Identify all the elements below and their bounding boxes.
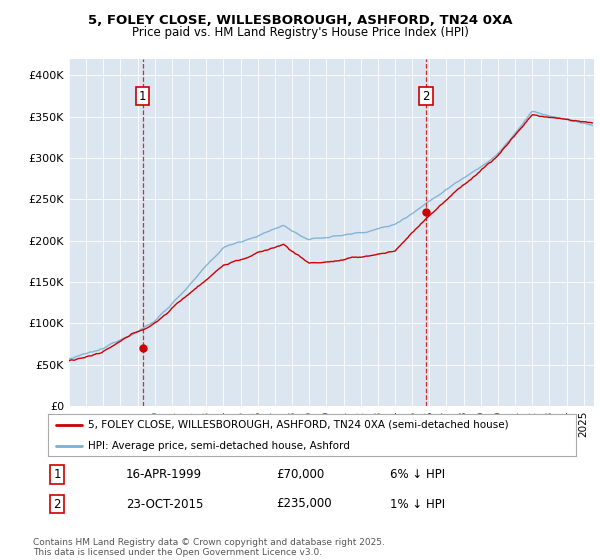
Text: 6% ↓ HPI: 6% ↓ HPI <box>390 468 445 482</box>
Text: 1: 1 <box>139 90 146 102</box>
Text: 23-OCT-2015: 23-OCT-2015 <box>126 497 203 511</box>
Text: Contains HM Land Registry data © Crown copyright and database right 2025.
This d: Contains HM Land Registry data © Crown c… <box>33 538 385 557</box>
Text: £70,000: £70,000 <box>276 468 324 482</box>
Text: 1% ↓ HPI: 1% ↓ HPI <box>390 497 445 511</box>
Text: Price paid vs. HM Land Registry's House Price Index (HPI): Price paid vs. HM Land Registry's House … <box>131 26 469 39</box>
Text: 5, FOLEY CLOSE, WILLESBOROUGH, ASHFORD, TN24 0XA: 5, FOLEY CLOSE, WILLESBOROUGH, ASHFORD, … <box>88 14 512 27</box>
Text: 1: 1 <box>53 468 61 482</box>
Text: 2: 2 <box>422 90 430 102</box>
Text: 5, FOLEY CLOSE, WILLESBOROUGH, ASHFORD, TN24 0XA (semi-detached house): 5, FOLEY CLOSE, WILLESBOROUGH, ASHFORD, … <box>88 420 508 430</box>
Text: £235,000: £235,000 <box>276 497 332 511</box>
Text: 2: 2 <box>53 497 61 511</box>
Text: 16-APR-1999: 16-APR-1999 <box>126 468 202 482</box>
Text: HPI: Average price, semi-detached house, Ashford: HPI: Average price, semi-detached house,… <box>88 441 349 451</box>
